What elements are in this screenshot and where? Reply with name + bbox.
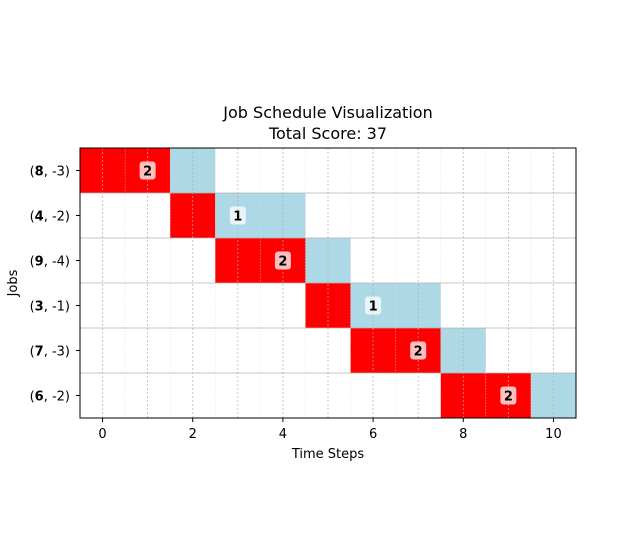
waiting-cell (530, 373, 576, 418)
y-tick-label: (4, -2) (30, 210, 70, 225)
score-label-background (139, 161, 156, 180)
x-tick-label: 8 (459, 427, 467, 442)
x-tick-label: 4 (279, 427, 287, 442)
score-label: 2 (504, 390, 513, 405)
processing-cell (440, 373, 486, 418)
x-tick-label: 10 (545, 427, 562, 442)
score-label: 2 (414, 345, 423, 360)
score-label-background (229, 206, 246, 225)
waiting-cell (440, 328, 486, 373)
score-label: 2 (143, 165, 152, 180)
score-label-background (365, 296, 382, 315)
x-axis-label: Time Steps (291, 447, 365, 462)
y-tick-label: (7, -3) (30, 345, 70, 360)
waiting-cell (170, 148, 216, 193)
score-label: 1 (233, 210, 242, 225)
score-label-background (274, 251, 291, 270)
y-tick-label: (8, -3) (30, 165, 70, 180)
x-tick-label: 6 (369, 427, 377, 442)
plot-area: 2 1 2 1 2 2 (8, -3) (4, -2) (9, -4) (3, -1) (7, -3… (30, 147, 577, 442)
chart-subtitle: Total Score: 37 (268, 124, 387, 143)
y-axis-label: Jobs (6, 269, 21, 297)
chart-title: Job Schedule Visualization (222, 103, 432, 122)
processing-cell (350, 328, 396, 373)
x-tick-label: 2 (189, 427, 197, 442)
plot-frame (79, 147, 577, 419)
waiting-cell (260, 193, 306, 238)
y-tick-label: (6, -2) (30, 390, 70, 405)
processing-cell (170, 193, 216, 238)
y-tick-label: (3, -1) (30, 300, 70, 315)
x-tick-label: 0 (98, 427, 106, 442)
score-label-background (410, 341, 427, 360)
y-tick-label: (9, -4) (30, 255, 70, 270)
processing-cell (80, 148, 126, 193)
score-label-background (500, 386, 517, 405)
score-label: 1 (369, 300, 378, 315)
score-label: 2 (278, 255, 287, 270)
